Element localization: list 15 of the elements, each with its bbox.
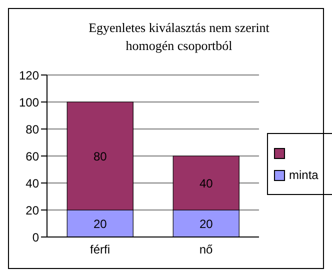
data-label: 80 <box>93 149 108 164</box>
y-tick-label: 80 <box>26 122 40 136</box>
data-label: 40 <box>199 176 214 190</box>
y-tick-label: 0 <box>32 230 40 244</box>
x-tick-label: nő <box>199 242 213 257</box>
y-tick-label: 40 <box>26 176 40 190</box>
y-tick-label: 120 <box>18 68 40 82</box>
y-tick-label: 20 <box>26 203 40 218</box>
legend-label: minta <box>289 168 318 182</box>
y-tick-label: 60 <box>26 149 40 164</box>
chart-title: Egyenletes kiválasztás nem szerint homogén csoportból <box>88 19 270 55</box>
x-tick-label: férfi <box>90 242 110 257</box>
data-label: 20 <box>199 216 214 231</box>
data-label: 20 <box>93 216 108 231</box>
y-tick-label: 100 <box>18 95 40 110</box>
